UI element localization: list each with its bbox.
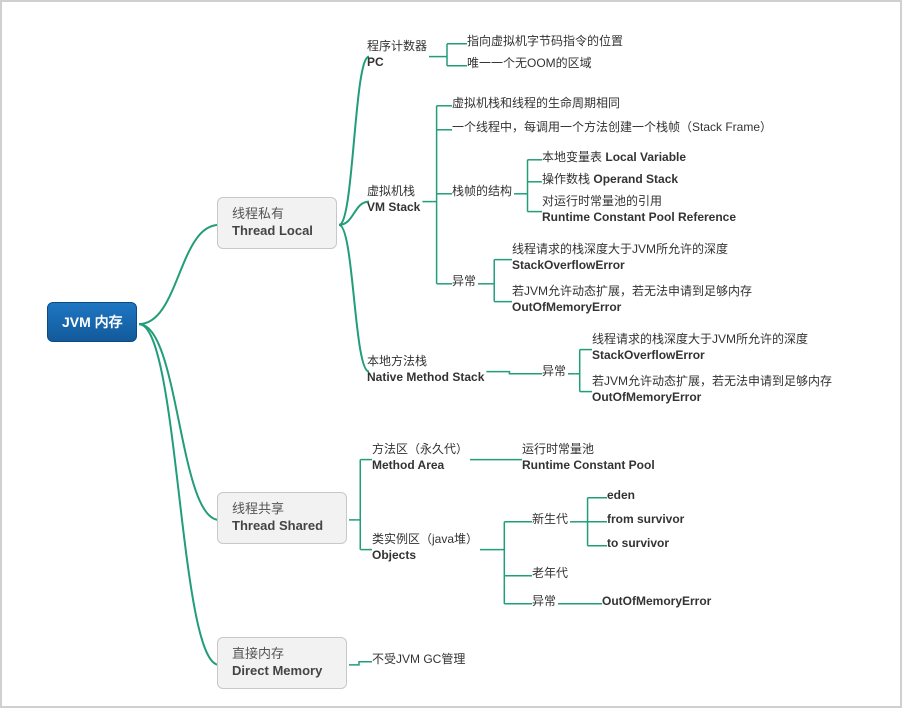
branch-label-en: Thread Shared [232, 518, 332, 535]
label-cn: 虚拟机栈 [367, 184, 420, 200]
node-new-gen-child: to survivor [607, 536, 669, 552]
mindmap-container: JVM 内存 线程私有 Thread Local 线程共享 Thread Sha… [0, 0, 902, 708]
node-method-area: 方法区（永久代） Method Area [372, 442, 468, 473]
node-vm-frame: 栈帧的结构 [452, 184, 512, 200]
node-vm-stack: 虚拟机栈 VM Stack [367, 184, 420, 215]
branch-label-cn: 线程共享 [232, 501, 332, 518]
branch-label-en: Direct Memory [232, 663, 332, 680]
node-native-stack: 本地方法栈 Native Method Stack [367, 354, 484, 385]
node-old-gen: 老年代 [532, 566, 568, 582]
node-pc-child: 唯一一个无OOM的区域 [467, 56, 592, 72]
branch-thread-shared: 线程共享 Thread Shared [217, 492, 347, 544]
node-ns-exception: 异常 [542, 364, 566, 380]
label-cn: 程序计数器 [367, 39, 427, 55]
node-ns-exception-child: 若JVM允许动态扩展，若无法申请到足够内存 OutOfMemoryError [592, 374, 832, 405]
node-obj-exception-child: OutOfMemoryError [602, 594, 711, 610]
root-label: JVM 内存 [62, 314, 123, 330]
node-objects: 类实例区（java堆） Objects [372, 532, 478, 563]
node-pc: 程序计数器 PC [367, 39, 427, 70]
branch-label-en: Thread Local [232, 223, 322, 240]
branch-thread-local: 线程私有 Thread Local [217, 197, 337, 249]
branch-direct-memory: 直接内存 Direct Memory [217, 637, 347, 689]
node-new-gen: 新生代 [532, 512, 568, 528]
label-cn: 本地方法栈 [367, 354, 484, 370]
node-vm-exception-child: 线程请求的栈深度大于JVM所允许的深度 StackOverflowError [512, 242, 728, 273]
node-new-gen-child: from survivor [607, 512, 684, 528]
root-node: JVM 内存 [47, 302, 137, 342]
node-vm-frame-child: 本地变量表 Local Variable [542, 150, 686, 166]
branch-label-cn: 线程私有 [232, 206, 322, 223]
label-en: PC [367, 55, 427, 71]
node-direct-memory-child: 不受JVM GC管理 [372, 652, 465, 668]
node-vm-frame-child: 操作数栈 Operand Stack [542, 172, 678, 188]
node-vm-top: 虚拟机栈和线程的生命周期相同 [452, 96, 620, 112]
node-method-area-child: 运行时常量池 Runtime Constant Pool [522, 442, 655, 473]
node-obj-exception: 异常 [532, 594, 556, 610]
node-vm-exception-child: 若JVM允许动态扩展，若无法申请到足够内存 OutOfMemoryError [512, 284, 752, 315]
node-pc-child: 指向虚拟机字节码指令的位置 [467, 34, 623, 50]
label-en: Native Method Stack [367, 370, 484, 386]
branch-label-cn: 直接内存 [232, 646, 332, 663]
node-new-gen-child: eden [607, 488, 635, 504]
node-vm-top: 一个线程中，每调用一个方法创建一个栈帧（Stack Frame） [452, 120, 772, 136]
node-vm-exception: 异常 [452, 274, 476, 290]
node-ns-exception-child: 线程请求的栈深度大于JVM所允许的深度 StackOverflowError [592, 332, 808, 363]
label-en: VM Stack [367, 200, 420, 216]
node-vm-frame-child: 对运行时常量池的引用 Runtime Constant Pool Referen… [542, 194, 736, 225]
